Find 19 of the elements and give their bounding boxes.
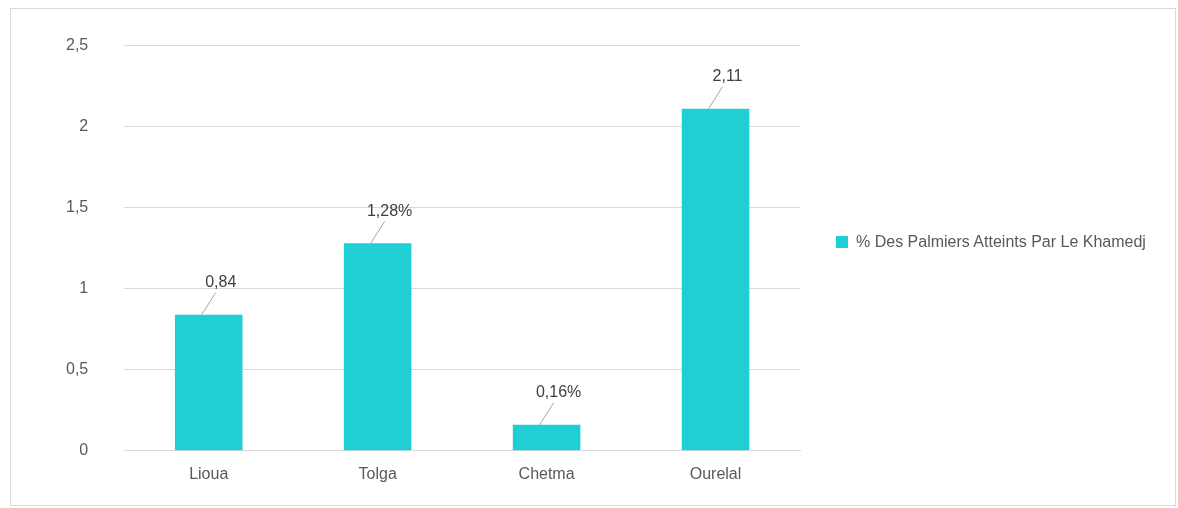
bar <box>174 314 243 451</box>
data-label: 1,28% <box>366 201 413 219</box>
y-tick-label: 1 <box>79 279 89 297</box>
x-tick-label: Ourelal <box>689 464 742 482</box>
y-tick-label: 0,5 <box>65 360 89 378</box>
y-tick-label: 2 <box>79 117 89 135</box>
bar <box>343 243 412 451</box>
x-tick-label: Lioua <box>189 464 229 482</box>
bar <box>512 424 581 451</box>
bar <box>681 108 750 451</box>
data-label: 0,84 <box>205 273 237 291</box>
x-tick-label: Chetma <box>518 464 575 482</box>
data-label: 0,16% <box>535 383 582 401</box>
y-tick-label: 2,5 <box>65 36 89 54</box>
x-tick-label: Tolga <box>358 464 397 482</box>
y-tick-label: 0 <box>79 441 89 459</box>
y-tick-label: 1,5 <box>65 198 89 216</box>
data-label: 2,11 <box>712 67 743 85</box>
legend-label: % Des Palmiers Atteints Par Le Khamedj <box>856 233 1146 250</box>
